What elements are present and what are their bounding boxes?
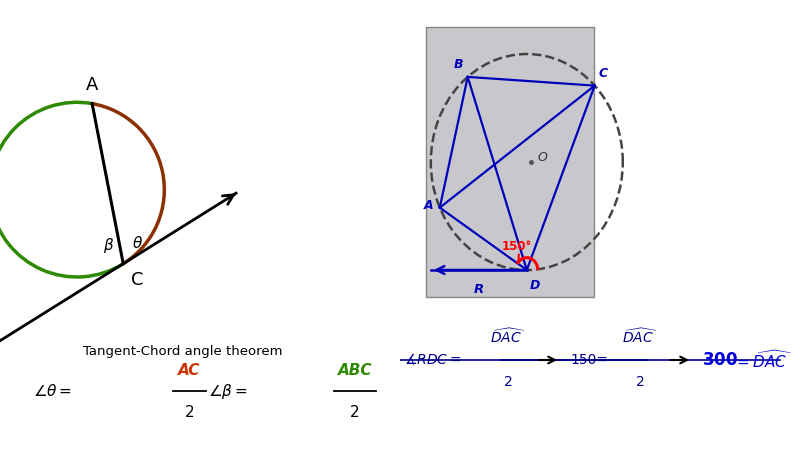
Text: B: B: [454, 58, 464, 72]
Text: C: C: [598, 67, 608, 80]
Text: AC: AC: [178, 363, 201, 378]
Text: $\widehat{DAC}$: $\widehat{DAC}$: [490, 327, 526, 346]
Text: $\angle\beta=$: $\angle\beta=$: [208, 382, 247, 401]
Text: A: A: [86, 76, 98, 94]
Text: R: R: [474, 283, 484, 296]
FancyBboxPatch shape: [426, 27, 594, 297]
Text: 2: 2: [350, 405, 360, 420]
Text: 2: 2: [636, 375, 644, 389]
Text: $\mathbf{300}$: $\mathbf{300}$: [702, 351, 738, 369]
Text: 150°: 150°: [502, 240, 532, 253]
Text: $\widehat{DAC}$: $\widehat{DAC}$: [622, 327, 658, 346]
Text: Tangent-Chord angle theorem: Tangent-Chord angle theorem: [83, 346, 282, 358]
Text: 2: 2: [185, 405, 194, 420]
Text: D: D: [530, 279, 540, 292]
Text: $=\widehat{DAC}$: $=\widehat{DAC}$: [734, 349, 792, 371]
Text: A: A: [424, 199, 434, 212]
Text: 150=: 150=: [570, 353, 608, 367]
Text: θ: θ: [133, 236, 142, 251]
Text: C: C: [130, 271, 143, 289]
Text: $\angle\theta=$: $\angle\theta=$: [34, 383, 72, 400]
Text: O: O: [538, 151, 548, 164]
Text: 2: 2: [504, 375, 512, 389]
Text: ABC: ABC: [338, 363, 373, 378]
Text: β: β: [103, 238, 113, 253]
Text: $\measuredangle RDC=$: $\measuredangle RDC=$: [404, 352, 462, 368]
